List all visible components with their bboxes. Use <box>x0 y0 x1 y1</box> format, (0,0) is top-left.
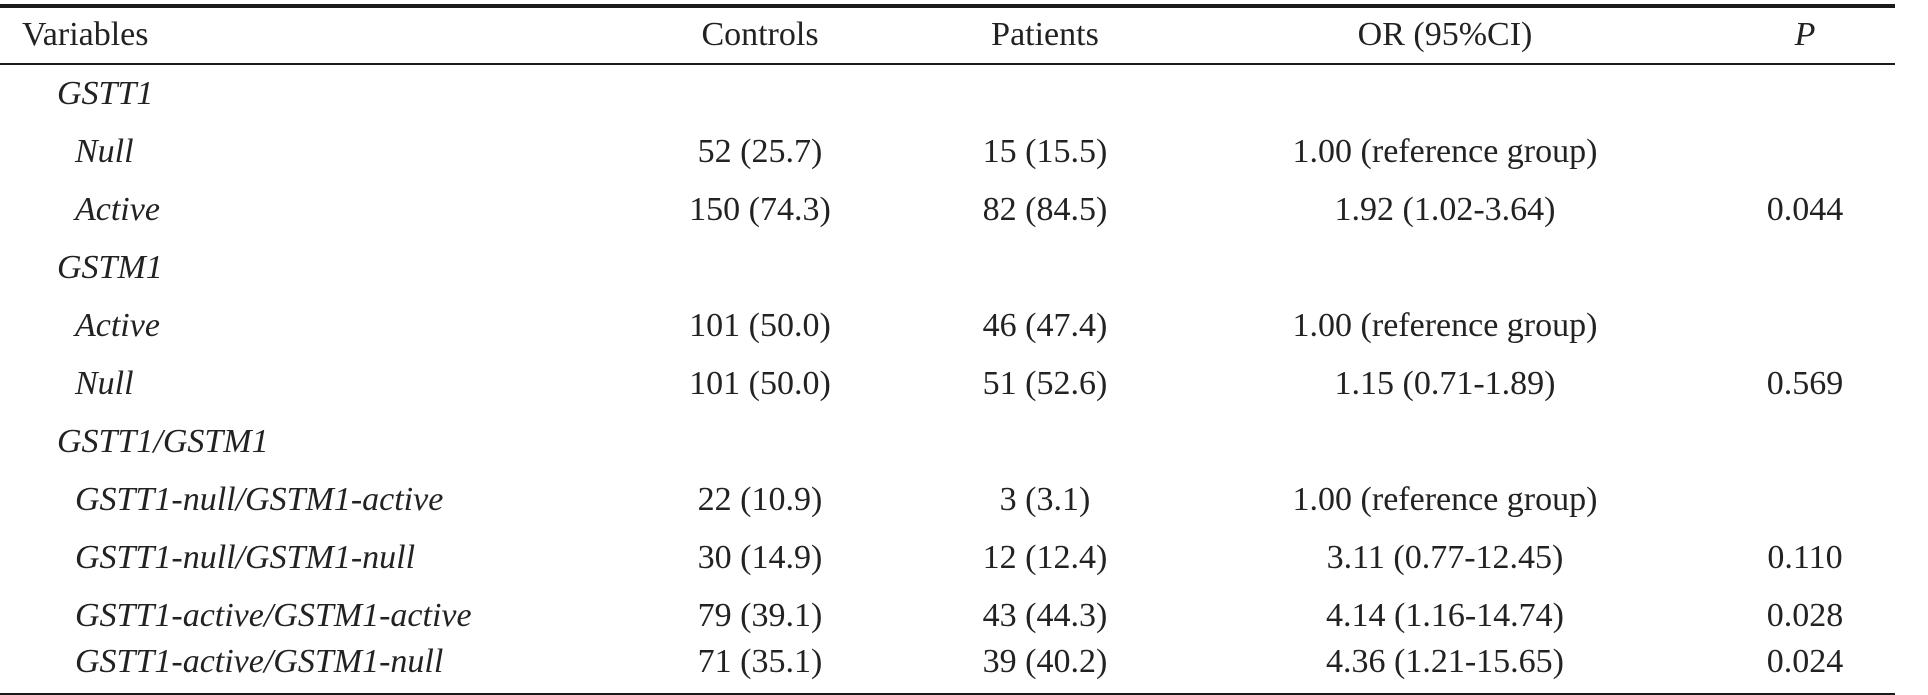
controls-value: 52 (25.7) <box>697 133 823 170</box>
row-label: GSTT1-active/GSTM1-active <box>75 597 472 634</box>
patients-value: 46 (47.4) <box>982 307 1108 344</box>
group-row-gstt1-gstm1: GSTT1/GSTM1 <box>0 413 1895 471</box>
p-value: 0.044 <box>1766 191 1844 228</box>
table-row: GSTT1-active/GSTM1-active 79 (39.1) 43 (… <box>0 587 1895 645</box>
table-row: Active 150 (74.3) 82 (84.5) 1.92 (1.02-3… <box>0 181 1895 239</box>
patients-value: 15 (15.5) <box>982 133 1108 170</box>
table-row: GSTT1-active/GSTM1-null 71 (35.1) 39 (40… <box>0 633 1895 691</box>
row-label: GSTT1-active/GSTM1-null <box>75 643 444 680</box>
p-value: 0.024 <box>1766 643 1844 680</box>
patients-value: 3 (3.1) <box>999 481 1091 518</box>
row-label: GSTT1-null/GSTM1-active <box>75 481 444 518</box>
header-p: P <box>1794 16 1816 53</box>
row-label: Active <box>75 307 160 344</box>
or-value: 4.36 (1.21-15.65) <box>1326 643 1564 680</box>
group-row-gstm1: GSTM1 <box>0 239 1895 297</box>
table-row: Null 52 (25.7) 15 (15.5) 1.00 (reference… <box>0 123 1895 181</box>
row-label: Null <box>75 133 134 170</box>
header-patients: Patients <box>991 16 1099 53</box>
controls-value: 150 (74.3) <box>689 191 831 228</box>
group-label: GSTT1 <box>57 75 154 112</box>
table-row: GSTT1-null/GSTM1-active 22 (10.9) 3 (3.1… <box>0 471 1895 529</box>
p-value: 0.028 <box>1766 597 1844 634</box>
or-value: 1.00 (reference group) <box>1292 481 1598 518</box>
or-value: 1.15 (0.71-1.89) <box>1334 365 1556 402</box>
patients-value: 12 (12.4) <box>982 539 1108 576</box>
table-top-rule <box>0 4 1895 8</box>
group-label: GSTT1/GSTM1 <box>57 423 269 460</box>
controls-value: 101 (50.0) <box>689 307 831 344</box>
or-value: 4.14 (1.16-14.74) <box>1326 597 1564 634</box>
controls-value: 71 (35.1) <box>697 643 823 680</box>
group-label: GSTM1 <box>57 249 163 286</box>
table-row: GSTT1-null/GSTM1-null 30 (14.9) 12 (12.4… <box>0 529 1895 587</box>
table-row: Active 101 (50.0) 46 (47.4) 1.00 (refere… <box>0 297 1895 355</box>
p-value: 0.569 <box>1766 365 1844 402</box>
row-label: GSTT1-null/GSTM1-null <box>75 539 416 576</box>
controls-value: 101 (50.0) <box>689 365 831 402</box>
header-row: Variables Controls Patients OR (95%CI) P <box>0 6 1895 64</box>
group-row-gstt1: GSTT1 <box>0 65 1895 123</box>
controls-value: 79 (39.1) <box>697 597 823 634</box>
patients-value: 82 (84.5) <box>982 191 1108 228</box>
or-value: 3.11 (0.77-12.45) <box>1326 539 1564 576</box>
controls-value: 22 (10.9) <box>697 481 823 518</box>
patients-value: 51 (52.6) <box>982 365 1108 402</box>
header-variables: Variables <box>22 16 149 53</box>
p-value: 0.110 <box>1767 539 1843 576</box>
or-value: 1.92 (1.02-3.64) <box>1334 191 1556 228</box>
row-label: Null <box>75 365 134 402</box>
controls-value: 30 (14.9) <box>697 539 823 576</box>
table-bottom-rule <box>0 693 1895 695</box>
header-or: OR (95%CI) <box>1357 16 1533 53</box>
header-controls: Controls <box>701 16 819 53</box>
or-value: 1.00 (reference group) <box>1292 133 1598 170</box>
table-row: Null 101 (50.0) 51 (52.6) 1.15 (0.71-1.8… <box>0 355 1895 413</box>
header-rule <box>0 63 1895 65</box>
patients-value: 39 (40.2) <box>982 643 1108 680</box>
row-label: Active <box>75 191 160 228</box>
patients-value: 43 (44.3) <box>982 597 1108 634</box>
or-value: 1.00 (reference group) <box>1292 307 1598 344</box>
